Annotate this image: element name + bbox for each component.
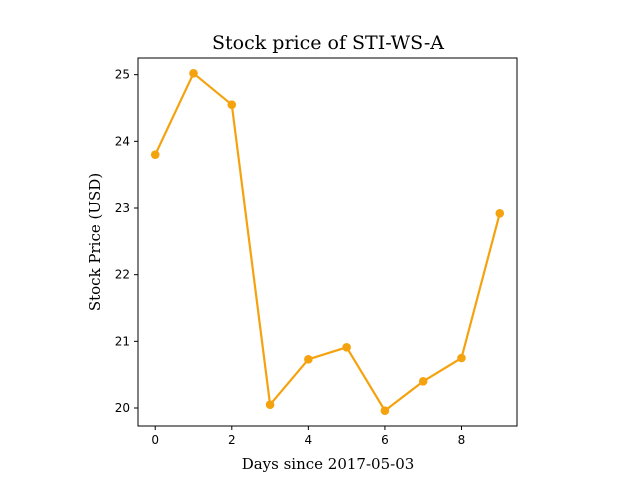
x-tick-label: 8 (458, 433, 466, 447)
y-axis-label: Stock Price (USD) (86, 173, 104, 311)
x-tick-label: 6 (381, 433, 389, 447)
x-tick-label: 2 (228, 433, 236, 447)
data-point (150, 150, 160, 159)
data-point (457, 353, 466, 363)
data-point (304, 355, 313, 364)
y-axis: 20 21 22 23 24 25 (115, 68, 138, 415)
y-tick-label: 22 (115, 268, 130, 282)
x-tick-label: 4 (305, 433, 313, 447)
data-point (265, 400, 275, 409)
chart-title: Stock price of STI-WS-A (212, 32, 444, 54)
y-tick-label: 20 (115, 401, 130, 415)
x-axis-label: Days since 2017-05-03 (242, 455, 415, 473)
y-tick-label: 24 (115, 134, 130, 148)
y-tick-label: 25 (115, 68, 130, 82)
plot-layer (150, 69, 505, 415)
y-tick-label: 21 (115, 334, 130, 348)
data-point (495, 209, 505, 218)
y-tick-label: 23 (115, 201, 130, 215)
series-line (154, 72, 501, 412)
x-tick-label: 0 (151, 433, 159, 447)
plot-frame (137, 57, 518, 427)
x-axis: 0 2 4 6 8 (151, 426, 465, 447)
data-point (342, 343, 351, 352)
data-point (227, 100, 237, 109)
data-point (189, 69, 198, 78)
data-point (418, 377, 428, 386)
data-point (380, 406, 390, 415)
